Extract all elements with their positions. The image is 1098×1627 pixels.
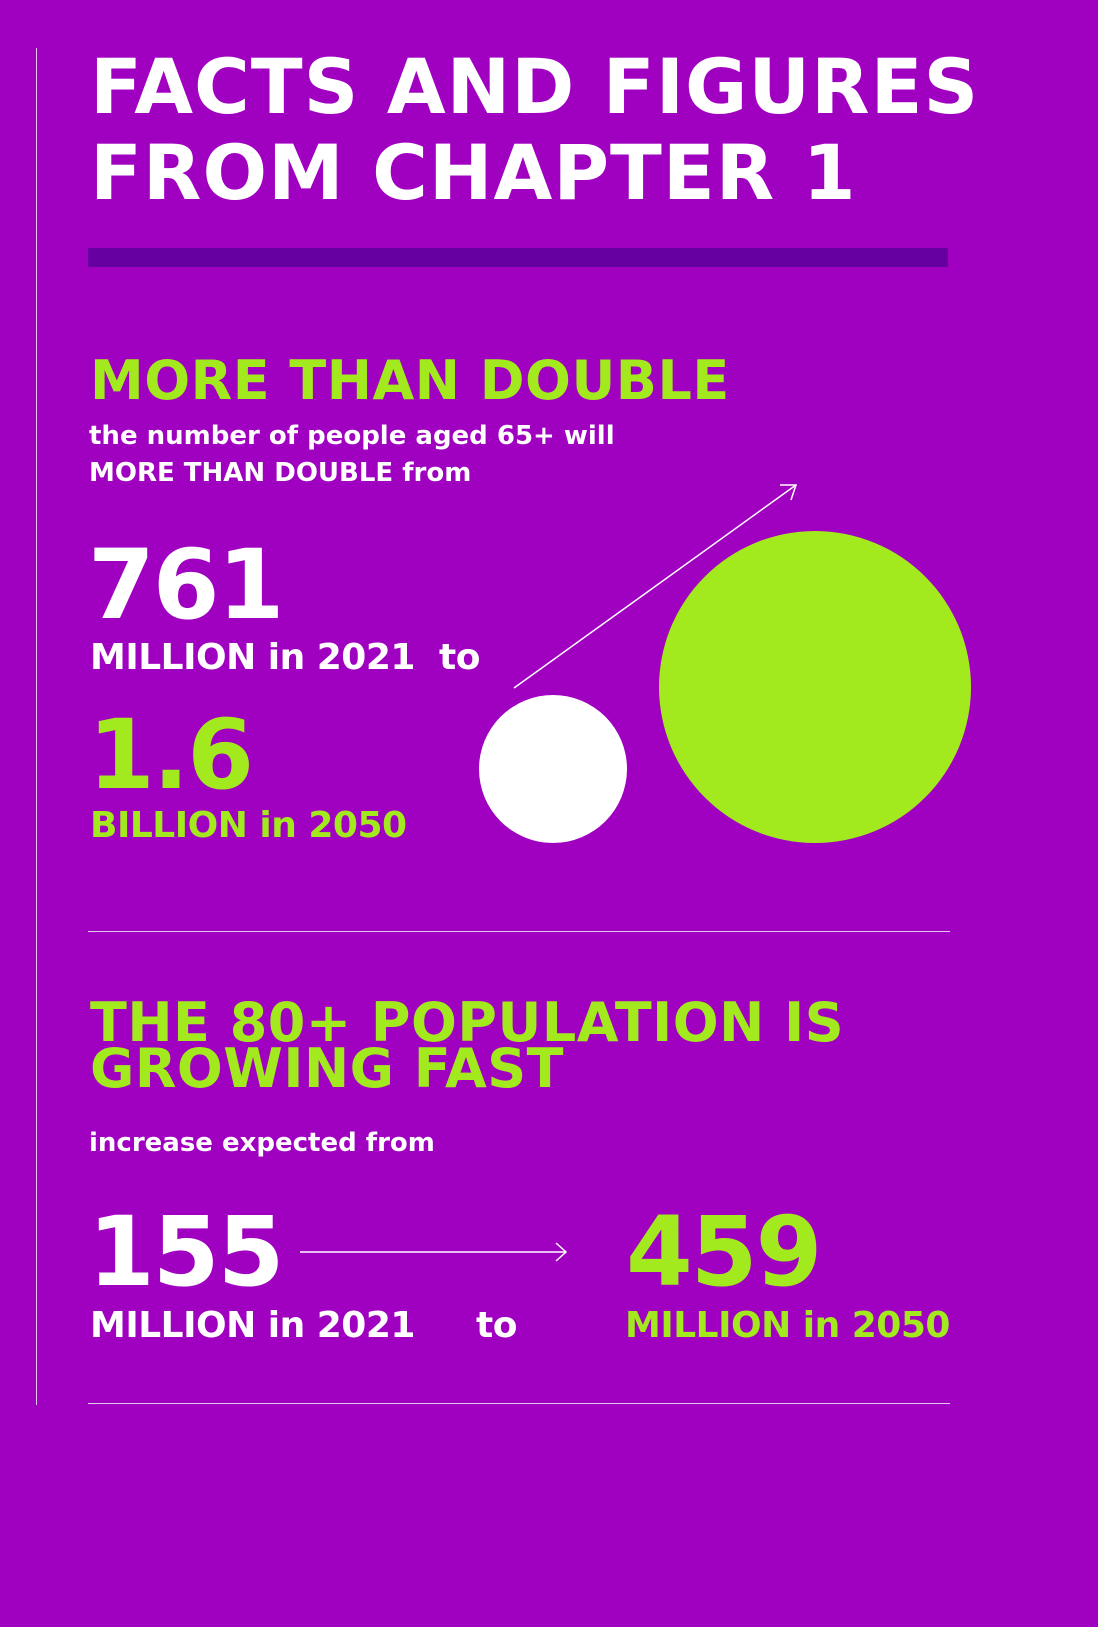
title-line-1: FACTS AND FIGURES [90,42,980,131]
subtext-line: MORE THAN DOUBLE from [89,458,472,488]
subtext-line: the number of people aged 65+ will [89,421,615,451]
section2-headline: THE 80+ POPULATION IS GROWING FAST [90,991,845,1100]
section1-headline: MORE THAN DOUBLE [90,349,730,412]
headline-line: GROWING FAST [90,1037,564,1100]
from-label: MILLION in 2021 [90,1305,415,1346]
to-label: BILLION in 2050 [90,805,407,846]
bottom-divider [88,1403,950,1404]
connector-to: to [476,1305,517,1346]
arrow-right-icon [300,1242,568,1262]
from-value-761: 761 [88,529,284,641]
title-underline-bar [88,248,948,267]
circle-2021 [479,695,627,843]
to-label: MILLION in 2050 [625,1305,950,1346]
to-value-1-6: 1.6 [88,699,254,811]
title-line-2: FROM CHAPTER 1 [90,128,857,217]
from-value-155: 155 [88,1196,284,1308]
left-rule [36,48,37,1405]
headline-line: THE 80+ POPULATION IS [90,991,845,1054]
growth-illustration [479,484,971,843]
from-label: MILLION in 2021 to [90,637,480,678]
section2-subtext: increase expected from [89,1128,435,1158]
section-divider [88,931,950,932]
to-value-459: 459 [626,1196,822,1308]
arrow-up-right-icon [513,484,798,689]
section1-subtext: the number of people aged 65+ will MORE … [89,418,615,492]
page-title: FACTS AND FIGURES FROM CHAPTER 1 [90,44,979,216]
circle-2050 [659,531,971,843]
